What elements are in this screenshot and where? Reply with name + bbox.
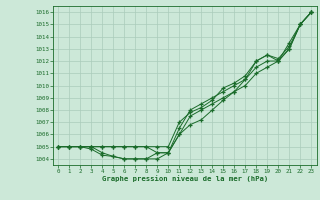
X-axis label: Graphe pression niveau de la mer (hPa): Graphe pression niveau de la mer (hPa) [102,175,268,182]
